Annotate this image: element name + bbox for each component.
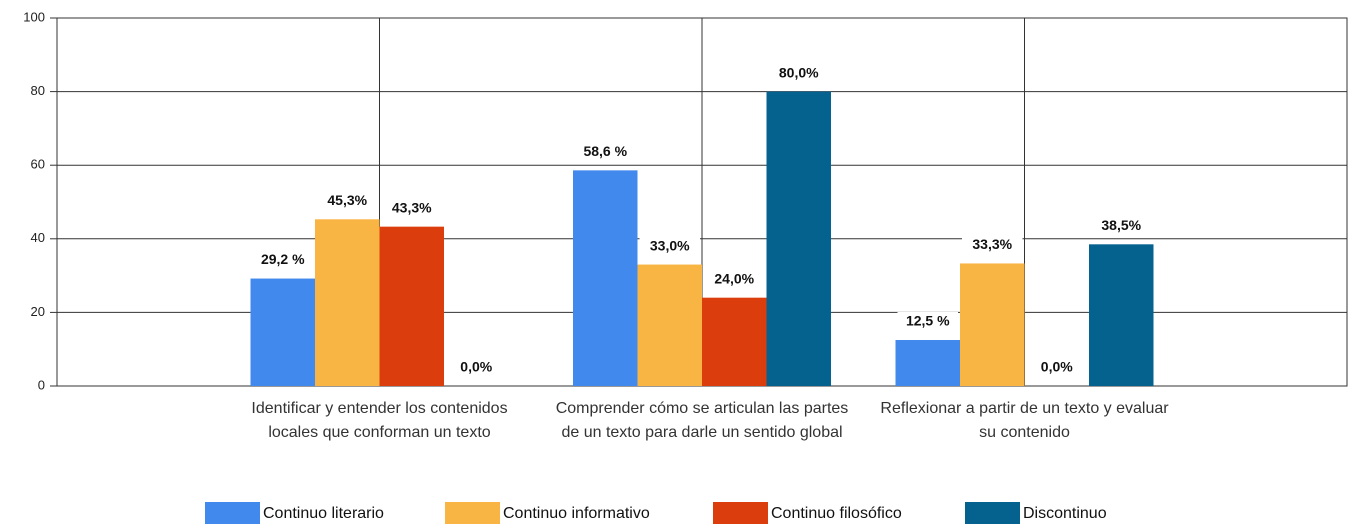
legend-label: Continuo filosófico (771, 505, 902, 522)
value-label-bg (897, 312, 958, 332)
value-label-bg (1026, 358, 1087, 378)
legend-swatch (445, 502, 500, 524)
value-label-bg (962, 235, 1023, 256)
value-label: 33,0% (650, 237, 690, 253)
legend-label: Continuo informativo (503, 505, 650, 522)
legend-swatch (205, 502, 260, 524)
bar (702, 297, 767, 386)
y-tick-label: 40 (31, 230, 45, 245)
value-label-bg (252, 250, 313, 271)
bar (766, 91, 831, 386)
value-label: 29,2 % (261, 251, 305, 267)
value-label: 38,5% (1101, 217, 1141, 233)
x-tick-label: Reflexionar a partir de un texto y evalu… (880, 400, 1169, 441)
y-tick-label: 100 (23, 9, 45, 24)
bar (960, 263, 1025, 386)
value-label: 24,0% (714, 270, 754, 286)
legend-swatch (965, 502, 1020, 524)
value-label-bg (446, 358, 507, 378)
y-tick-label: 60 (31, 157, 45, 172)
value-label: 45,3% (327, 192, 367, 208)
legend-swatch (713, 502, 768, 524)
value-label: 58,6 % (583, 143, 627, 159)
bar (637, 264, 702, 386)
x-tick-label: Identificar y entender los contenidos lo… (251, 400, 508, 441)
value-label: 0,0% (1041, 359, 1073, 375)
bar (573, 170, 638, 386)
value-label-bg (768, 63, 829, 84)
x-tick-label: Comprender cómo se articulan las partes … (555, 400, 849, 441)
y-tick-label: 20 (31, 304, 45, 319)
bar (250, 278, 315, 386)
value-label: 80,0% (779, 64, 819, 80)
value-label: 0,0% (460, 359, 492, 375)
value-label-bg (704, 269, 765, 290)
legend-label: Continuo literario (263, 505, 384, 522)
value-label: 43,3% (392, 199, 432, 215)
bar (315, 219, 380, 386)
bar (1089, 244, 1154, 386)
value-label-bg (575, 142, 636, 163)
value-label: 33,3% (972, 236, 1012, 252)
value-label-bg (1091, 216, 1152, 237)
bar (379, 226, 444, 386)
bar (895, 340, 960, 386)
value-label-bg (381, 198, 442, 219)
legend-label: Discontinuo (1023, 505, 1107, 522)
value-label: 12,5 % (906, 313, 950, 329)
value-label-bg (639, 236, 700, 257)
value-label-bg (317, 191, 378, 212)
y-tick-label: 0 (38, 377, 45, 392)
y-tick-label: 80 (31, 83, 45, 98)
